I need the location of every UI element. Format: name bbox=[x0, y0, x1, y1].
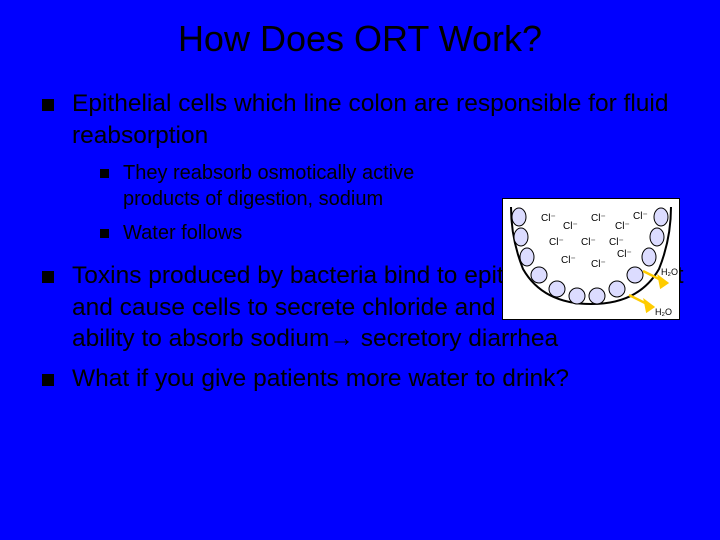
bullet-icon bbox=[42, 99, 54, 111]
sub-bullet-item: They reabsorb osmotically active product… bbox=[100, 160, 484, 212]
bullet-icon bbox=[42, 374, 54, 386]
sub-bullet-text: They reabsorb osmotically active product… bbox=[123, 160, 484, 212]
svg-text:H₂O: H₂O bbox=[655, 307, 672, 317]
epithelial-diagram: Cl⁻ Cl⁻ Cl⁻ Cl⁻ Cl⁻ Cl⁻ Cl⁻ Cl⁻ Cl⁻ Cl⁻ … bbox=[502, 198, 680, 320]
svg-text:Cl⁻: Cl⁻ bbox=[615, 221, 630, 232]
svg-text:Cl⁻: Cl⁻ bbox=[591, 259, 606, 270]
bullet-item: What if you give patients more water to … bbox=[42, 363, 684, 395]
bullet-icon bbox=[100, 169, 109, 178]
bullet-item: Epithelial cells which line colon are re… bbox=[42, 88, 684, 152]
svg-text:Cl⁻: Cl⁻ bbox=[541, 213, 556, 224]
bullet-text: Epithelial cells which line colon are re… bbox=[72, 88, 684, 152]
sub-bullet-text: Water follows bbox=[123, 220, 242, 246]
svg-text:Cl⁻: Cl⁻ bbox=[609, 237, 624, 248]
bullet-icon bbox=[42, 271, 54, 283]
svg-text:Cl⁻: Cl⁻ bbox=[591, 213, 606, 224]
bullet-icon bbox=[100, 229, 109, 238]
svg-text:Cl⁻: Cl⁻ bbox=[617, 249, 632, 260]
svg-text:Cl⁻: Cl⁻ bbox=[581, 237, 596, 248]
svg-text:Cl⁻: Cl⁻ bbox=[633, 211, 648, 222]
svg-text:Cl⁻: Cl⁻ bbox=[563, 221, 578, 232]
bullet-text: What if you give patients more water to … bbox=[72, 363, 569, 395]
svg-text:Cl⁻: Cl⁻ bbox=[549, 237, 564, 248]
svg-text:H₂O: H₂O bbox=[661, 267, 678, 277]
svg-text:Cl⁻: Cl⁻ bbox=[561, 255, 576, 266]
slide-title: How Does ORT Work? bbox=[0, 0, 720, 88]
sub-bullet-item: Water follows bbox=[100, 220, 484, 246]
diagram-svg: Cl⁻ Cl⁻ Cl⁻ Cl⁻ Cl⁻ Cl⁻ Cl⁻ Cl⁻ Cl⁻ Cl⁻ … bbox=[503, 199, 681, 321]
